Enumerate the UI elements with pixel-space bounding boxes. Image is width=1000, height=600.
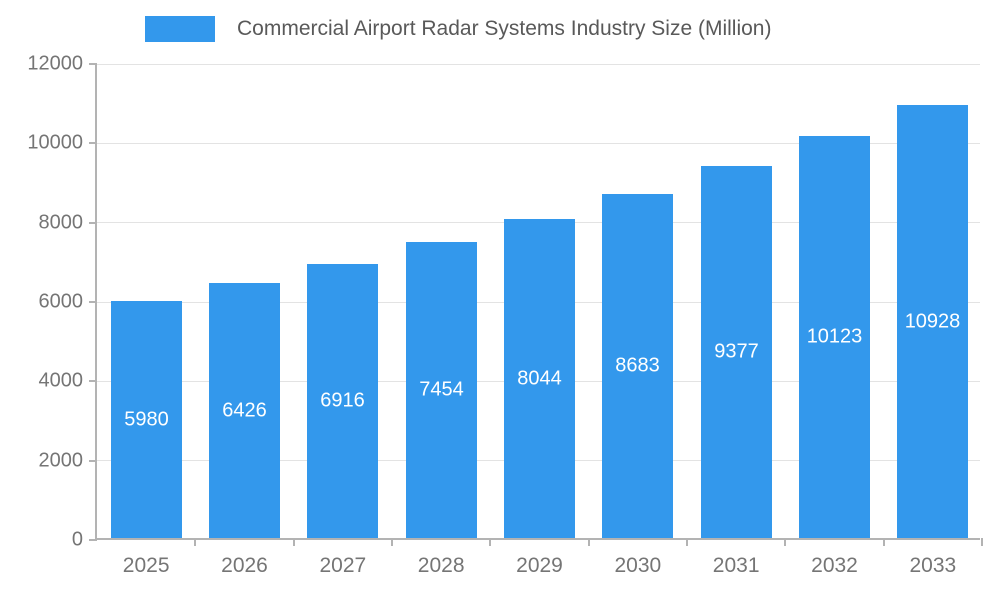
bar[interactable]: 10928 xyxy=(897,105,968,538)
bar[interactable]: 8044 xyxy=(504,219,575,538)
bar-value-label: 10123 xyxy=(806,325,863,348)
bar[interactable]: 9377 xyxy=(701,166,772,538)
y-axis-tick-label: 12000 xyxy=(27,52,83,75)
bar-value-label: 7454 xyxy=(419,378,464,401)
y-tick-mark xyxy=(89,221,97,224)
x-axis-tick-label: 2027 xyxy=(319,554,367,577)
x-tick-mark xyxy=(194,538,196,546)
x-axis-tick-label: 2025 xyxy=(122,554,170,577)
bar-value-label: 6426 xyxy=(222,399,267,421)
x-tick-mark xyxy=(391,538,393,546)
y-tick-mark xyxy=(89,539,97,541)
x-tick-mark xyxy=(293,538,295,546)
x-tick-mark xyxy=(981,538,983,546)
y-axis-tick-label: 0 xyxy=(71,528,83,551)
y-tick-mark xyxy=(89,459,97,462)
chart-title: Commercial Airport Radar Systems Industr… xyxy=(237,17,772,40)
y-tick-mark xyxy=(89,380,97,383)
bar[interactable]: 6426 xyxy=(209,283,280,538)
y-tick-mark xyxy=(89,63,97,65)
bar-value-label: 9377 xyxy=(714,340,759,363)
bar[interactable]: 7454 xyxy=(406,242,477,538)
y-tick-mark xyxy=(89,301,97,303)
bar-value-label: 10928 xyxy=(904,310,961,332)
x-tick-mark xyxy=(489,538,491,546)
x-tick-mark xyxy=(686,538,688,546)
x-tick-mark xyxy=(784,538,786,546)
x-axis-tick-label: 2031 xyxy=(712,554,760,577)
x-tick-mark xyxy=(588,538,590,546)
chart-legend[interactable]: Commercial Airport Radar Systems Industr… xyxy=(145,16,771,42)
bar[interactable]: 5980 xyxy=(111,301,182,538)
bar[interactable]: 6916 xyxy=(307,264,378,538)
y-axis-tick-label: 2000 xyxy=(38,449,84,472)
y-axis-tick-label: 6000 xyxy=(38,290,84,313)
bar[interactable]: 8683 xyxy=(602,194,673,538)
bar-value-label: 5980 xyxy=(124,408,169,430)
y-tick-mark xyxy=(89,142,97,145)
x-axis-tick-label: 2029 xyxy=(516,554,563,577)
y-axis-tick-label: 8000 xyxy=(38,211,84,234)
x-axis-tick-label: 2033 xyxy=(909,554,957,577)
bar-value-label: 6916 xyxy=(320,389,365,412)
x-axis-tick-label: 2032 xyxy=(811,554,858,577)
y-axis-tick-label: 4000 xyxy=(38,369,84,392)
bar-value-label: 8044 xyxy=(517,367,562,389)
x-axis-tick-label: 2030 xyxy=(614,554,662,577)
bar-value-label: 8683 xyxy=(615,354,660,377)
x-axis-tick-label: 2026 xyxy=(221,554,268,577)
legend-swatch-icon xyxy=(145,16,215,42)
plot-area: 0 2000 4000 6000 8000 10000 12000 5980 2025 6426 2… xyxy=(27,53,983,577)
y-axis-tick-label: 10000 xyxy=(27,131,83,154)
bar[interactable]: 10123 xyxy=(799,136,870,538)
x-tick-mark xyxy=(883,538,885,546)
x-axis-tick-label: 2028 xyxy=(417,554,465,577)
y-gridline xyxy=(97,63,980,65)
